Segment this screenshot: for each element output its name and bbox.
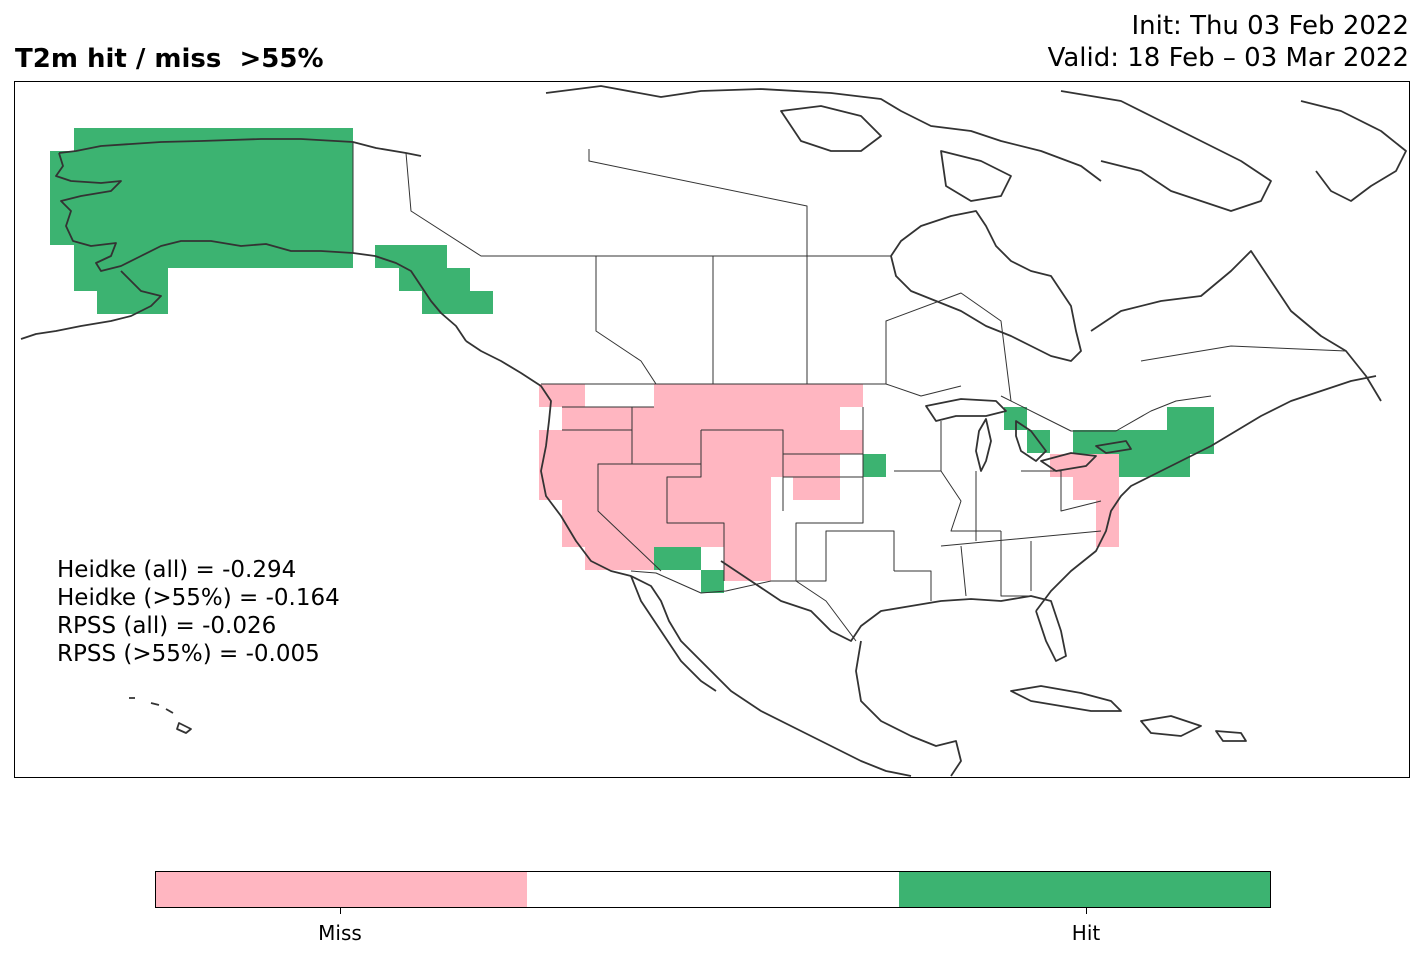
arizona-hit-cell — [701, 570, 724, 593]
colorbar-tick-hit — [1086, 908, 1087, 914]
hit-cells — [50, 128, 1214, 593]
valid-date: Valid: 18 Feb – 03 Mar 2022 — [1047, 43, 1409, 73]
panhandle-hit-region — [375, 245, 493, 314]
east-coast-miss-region — [1050, 454, 1119, 547]
alaska-hit-region — [50, 128, 353, 314]
heidke-all-score: Heidke (all) = -0.294 — [57, 557, 297, 583]
heidke-55-score: Heidke (>55%) = -0.164 — [57, 585, 340, 611]
map-title: T2m hit / miss >55% — [15, 44, 324, 74]
init-date: Init: Thu 03 Feb 2022 — [1131, 11, 1409, 41]
skill-scores: Heidke (all) = -0.294 Heidke (>55%) = -0… — [57, 556, 340, 668]
iowa-hit-cell — [863, 454, 886, 477]
coastlines — [20, 85, 1407, 777]
map-canvas — [20, 85, 1407, 777]
political-borders — [352, 142, 1347, 642]
arizona-hit-cell — [654, 547, 701, 570]
rpss-all-score: RPSS (all) = -0.026 — [57, 613, 277, 639]
colorbar-hit-swatch — [898, 872, 1270, 907]
colorbar-miss-swatch — [156, 872, 528, 907]
colorbar-label-miss: Miss — [318, 921, 362, 945]
date-info: Init: Thu 03 Feb 2022 Valid: 18 Feb – 03… — [1048, 10, 1409, 74]
colorbar — [155, 871, 1271, 908]
miss-cells — [539, 384, 1119, 581]
rpss-55-score: RPSS (>55%) = -0.005 — [57, 641, 320, 667]
northeast-hit-region — [1073, 407, 1214, 477]
map-panel — [14, 81, 1410, 778]
colorbar-tick-miss — [340, 908, 341, 914]
colorbar-label-hit: Hit — [1071, 921, 1101, 945]
colorbar-neutral-swatch — [527, 872, 899, 907]
